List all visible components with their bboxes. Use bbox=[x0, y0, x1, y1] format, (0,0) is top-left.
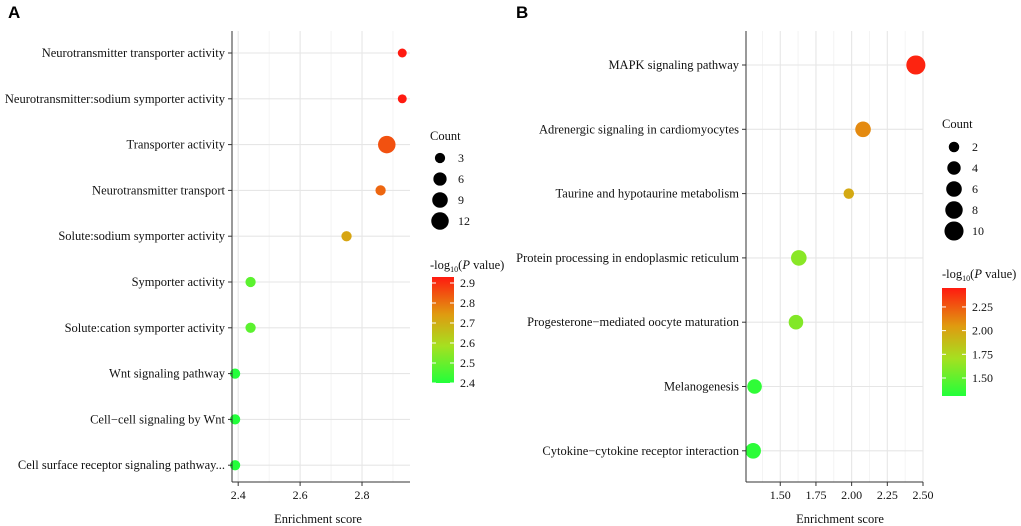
x-tick-label: 2.4 bbox=[231, 488, 246, 502]
x-tick-label: 2.00 bbox=[841, 488, 862, 502]
size-legend-label: 4 bbox=[972, 161, 978, 175]
y-tick-label: Protein processing in endoplasmic reticu… bbox=[516, 251, 739, 265]
panel-a-plot-background bbox=[232, 31, 410, 482]
data-point bbox=[245, 276, 256, 288]
data-point bbox=[855, 121, 871, 138]
panel-b-color-legend: -log10(P value) 1.50 1.75 2.00 2.25 bbox=[942, 267, 1016, 396]
y-tick-label: Wnt signaling pathway bbox=[109, 367, 226, 381]
data-point bbox=[341, 231, 352, 242]
panel-a-color-legend: -log10(P value) 2.4 2.5 2.6 2.7 2.8 2.9 bbox=[430, 258, 504, 390]
y-tick-label: Melanogenesis bbox=[664, 380, 739, 394]
panel-a-size-legend: Count 3 6 9 12 bbox=[430, 129, 470, 230]
color-legend-label: 2.4 bbox=[460, 376, 475, 390]
size-legend-dot bbox=[433, 172, 447, 186]
size-legend-label: 9 bbox=[458, 193, 464, 207]
panel-b-size-legend: Count 2 4 6 8 10 bbox=[942, 117, 984, 241]
panel-a-y-labels: Neurotransmitter transporter activity Neu… bbox=[5, 46, 232, 472]
x-tick-label: 2.25 bbox=[877, 488, 898, 502]
x-tick-label: 2.6 bbox=[293, 488, 308, 502]
y-tick-label: Progesterone−mediated oocyte maturation bbox=[527, 315, 740, 329]
panel-b-plot-background bbox=[746, 31, 923, 482]
size-legend-label: 6 bbox=[972, 182, 978, 196]
size-legend-dot bbox=[431, 212, 449, 230]
color-legend-label: 1.75 bbox=[972, 347, 993, 361]
panel-b-plot: MAPK signaling pathway Adrenergic signali… bbox=[516, 31, 934, 526]
panel-a-color-bar bbox=[432, 277, 454, 383]
panel-b-y-labels: MAPK signaling pathway Adrenergic signali… bbox=[516, 58, 746, 458]
color-legend-label: 2.00 bbox=[972, 324, 993, 338]
y-tick-label: Cytokine−cytokine receptor interaction bbox=[542, 444, 739, 458]
y-tick-label: Symporter activity bbox=[132, 275, 226, 289]
panel-a-size-legend-title: Count bbox=[430, 129, 461, 143]
size-legend-label: 2 bbox=[972, 140, 978, 154]
data-point bbox=[229, 460, 241, 471]
x-tick-label: 2.8 bbox=[355, 488, 370, 502]
panel-b-color-legend-title: -log10(P value) bbox=[942, 267, 1016, 283]
size-legend-dot bbox=[945, 201, 963, 219]
size-legend-dot bbox=[944, 221, 964, 241]
color-legend-label: 2.7 bbox=[460, 316, 475, 330]
panel-a-color-legend-title: -log10(P value) bbox=[430, 258, 504, 274]
size-legend-label: 8 bbox=[972, 203, 978, 217]
color-legend-label: 2.9 bbox=[460, 276, 475, 290]
size-legend-label: 10 bbox=[972, 224, 984, 238]
color-legend-label: 2.6 bbox=[460, 336, 475, 350]
x-tick-label: 1.50 bbox=[770, 488, 791, 502]
panel-b-points bbox=[745, 55, 926, 459]
size-legend-label: 6 bbox=[458, 172, 464, 186]
y-tick-label: Adrenergic signaling in cardiomyocytes bbox=[539, 122, 739, 136]
panel-a-plot: Neurotransmitter transporter activity Neu… bbox=[5, 31, 410, 526]
y-tick-label: Neurotransmitter transporter activity bbox=[42, 46, 226, 60]
data-point bbox=[397, 94, 407, 104]
color-legend-label: 1.50 bbox=[972, 371, 993, 385]
panel-a-points bbox=[229, 48, 407, 471]
data-point bbox=[747, 379, 762, 394]
size-legend-dot bbox=[947, 161, 961, 175]
panel-b-x-axis-title: Enrichment score bbox=[796, 512, 884, 526]
data-point bbox=[906, 55, 926, 75]
size-legend-dot bbox=[432, 192, 448, 208]
y-tick-label: MAPK signaling pathway bbox=[608, 58, 739, 72]
data-point bbox=[745, 442, 761, 459]
data-point bbox=[788, 314, 804, 330]
data-point bbox=[229, 414, 241, 425]
panel-a-x-ticks: 2.4 2.6 2.8 bbox=[231, 482, 370, 502]
data-point bbox=[229, 368, 241, 379]
y-tick-label: Neurotransmitter:sodium symporter activi… bbox=[5, 92, 226, 106]
y-tick-label: Transporter activity bbox=[127, 138, 226, 152]
panel-b-gridlines bbox=[746, 31, 924, 482]
color-legend-label: 2.8 bbox=[460, 296, 475, 310]
x-tick-label: 2.50 bbox=[913, 488, 934, 502]
size-legend-dot bbox=[948, 141, 960, 153]
size-legend-dot bbox=[946, 181, 962, 197]
y-tick-label: Solute:sodium symporter activity bbox=[58, 229, 225, 243]
y-tick-label: Cell−cell signaling by Wnt bbox=[90, 412, 225, 426]
panel-b-color-bar bbox=[942, 288, 966, 396]
panel-b-size-legend-title: Count bbox=[942, 117, 973, 131]
data-point bbox=[397, 48, 407, 58]
color-legend-label: 2.5 bbox=[460, 356, 475, 370]
data-point bbox=[843, 188, 855, 199]
size-legend-label: 12 bbox=[458, 214, 470, 228]
data-point bbox=[375, 185, 386, 196]
data-point bbox=[245, 322, 256, 333]
y-tick-label: Cell surface receptor signaling pathway.… bbox=[18, 458, 225, 472]
size-legend-dot bbox=[434, 152, 446, 164]
x-tick-label: 1.75 bbox=[805, 488, 826, 502]
y-tick-label: Neurotransmitter transport bbox=[92, 183, 225, 197]
y-tick-label: Solute:cation symporter activity bbox=[65, 321, 226, 335]
data-point bbox=[378, 135, 396, 154]
color-legend-label: 2.25 bbox=[972, 300, 993, 314]
panel-letter-a: A bbox=[8, 3, 20, 22]
size-legend-label: 3 bbox=[458, 151, 464, 165]
data-point bbox=[791, 250, 807, 266]
panel-letter-b: B bbox=[516, 3, 528, 22]
panel-a-x-axis-title: Enrichment score bbox=[274, 512, 362, 526]
panel-b-x-ticks: 1.50 1.75 2.00 2.25 2.50 bbox=[770, 482, 934, 502]
y-tick-label: Taurine and hypotaurine metabolism bbox=[556, 187, 740, 201]
panel-a-gridlines bbox=[232, 31, 410, 482]
